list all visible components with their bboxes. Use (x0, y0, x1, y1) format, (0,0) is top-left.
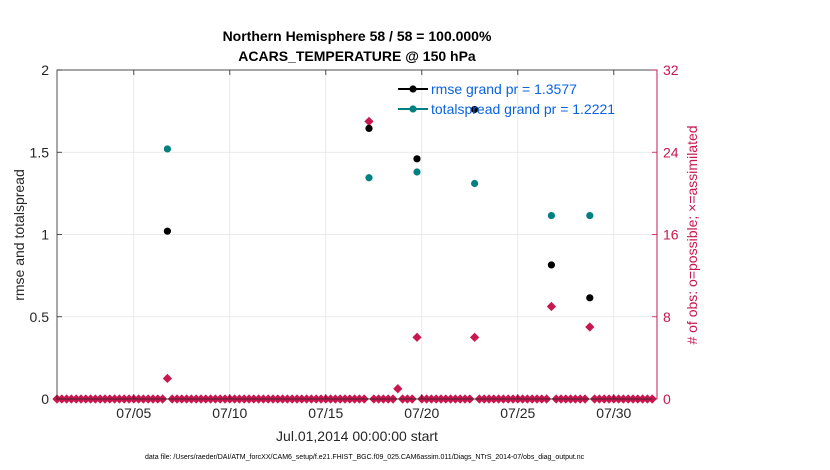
totalspread-point (163, 145, 171, 153)
y-right-tick-label: 8 (663, 309, 671, 325)
totalspread-point (365, 174, 373, 182)
x-tick-label: 07/15 (308, 405, 343, 421)
rmse-point (547, 261, 556, 269)
data-marks (52, 105, 657, 404)
y-left-tick-label: 2 (41, 62, 49, 78)
rmse-point (586, 294, 594, 302)
obs-count-marker (393, 384, 403, 394)
totalspread-point (413, 168, 421, 176)
obs-count-marker (469, 332, 480, 342)
y-left-tick-label: 0 (41, 391, 49, 407)
obs-count-marker (162, 373, 173, 384)
y-axis-label-right: # of obs: o=possible; ×=assimilated (684, 125, 700, 344)
x-tick-label: 07/30 (596, 405, 631, 421)
legend: rmse grand pr = 1.3577 totalspread grand… (398, 81, 615, 117)
rmse-point (163, 227, 171, 235)
rmse-point (365, 124, 373, 132)
totalspread-point (586, 211, 594, 220)
x-tick-label: 07/05 (116, 405, 151, 421)
y-right-tick-label: 16 (663, 227, 679, 243)
y-left-tick-label: 1 (41, 227, 49, 243)
y-axis-label-left: rmse and totalspread (11, 169, 27, 301)
y-left-tick-label: 0.5 (30, 309, 50, 325)
legend-marker-totalspread (409, 105, 417, 113)
obs-count-marker (585, 322, 595, 332)
obs-count-marker (412, 332, 422, 342)
axis-ticks: 07/05 07/10 07/15 07/20 07/25 07/30 0 0.5 1 1.5 2 0… (30, 62, 679, 421)
x-tick-label: 07/25 (500, 405, 535, 421)
y-right-tick-label: 32 (663, 62, 679, 78)
legend-label-rmse: rmse grand pr = 1.3577 (431, 81, 577, 97)
totalspread-point (471, 179, 479, 188)
y-left-tick-label: 1.5 (30, 144, 50, 160)
x-axis-label: Jul.01,2014 00:00:00 start (276, 428, 438, 444)
y-right-tick-label: 0 (663, 391, 671, 407)
obs-count-marker (546, 301, 557, 312)
totalspread-point (547, 211, 556, 220)
legend-label-totalspread: totalspread grand pr = 1.2221 (431, 101, 615, 117)
chart-title-line2: ACARS_TEMPERATURE @ 150 hPa (238, 48, 476, 64)
data-file-footer: data file: /Users/raeder/DAI/ATM_forcXX/… (145, 454, 585, 461)
rmse-point (471, 105, 479, 114)
y-right-tick-label: 24 (663, 144, 679, 160)
chart-title-line1: Northern Hemisphere 58 / 58 = 100.000% (223, 28, 492, 44)
legend-marker-rmse (409, 85, 417, 93)
x-tick-label: 07/10 (212, 405, 247, 421)
x-tick-label: 07/20 (404, 405, 439, 421)
rmse-point (413, 155, 421, 163)
